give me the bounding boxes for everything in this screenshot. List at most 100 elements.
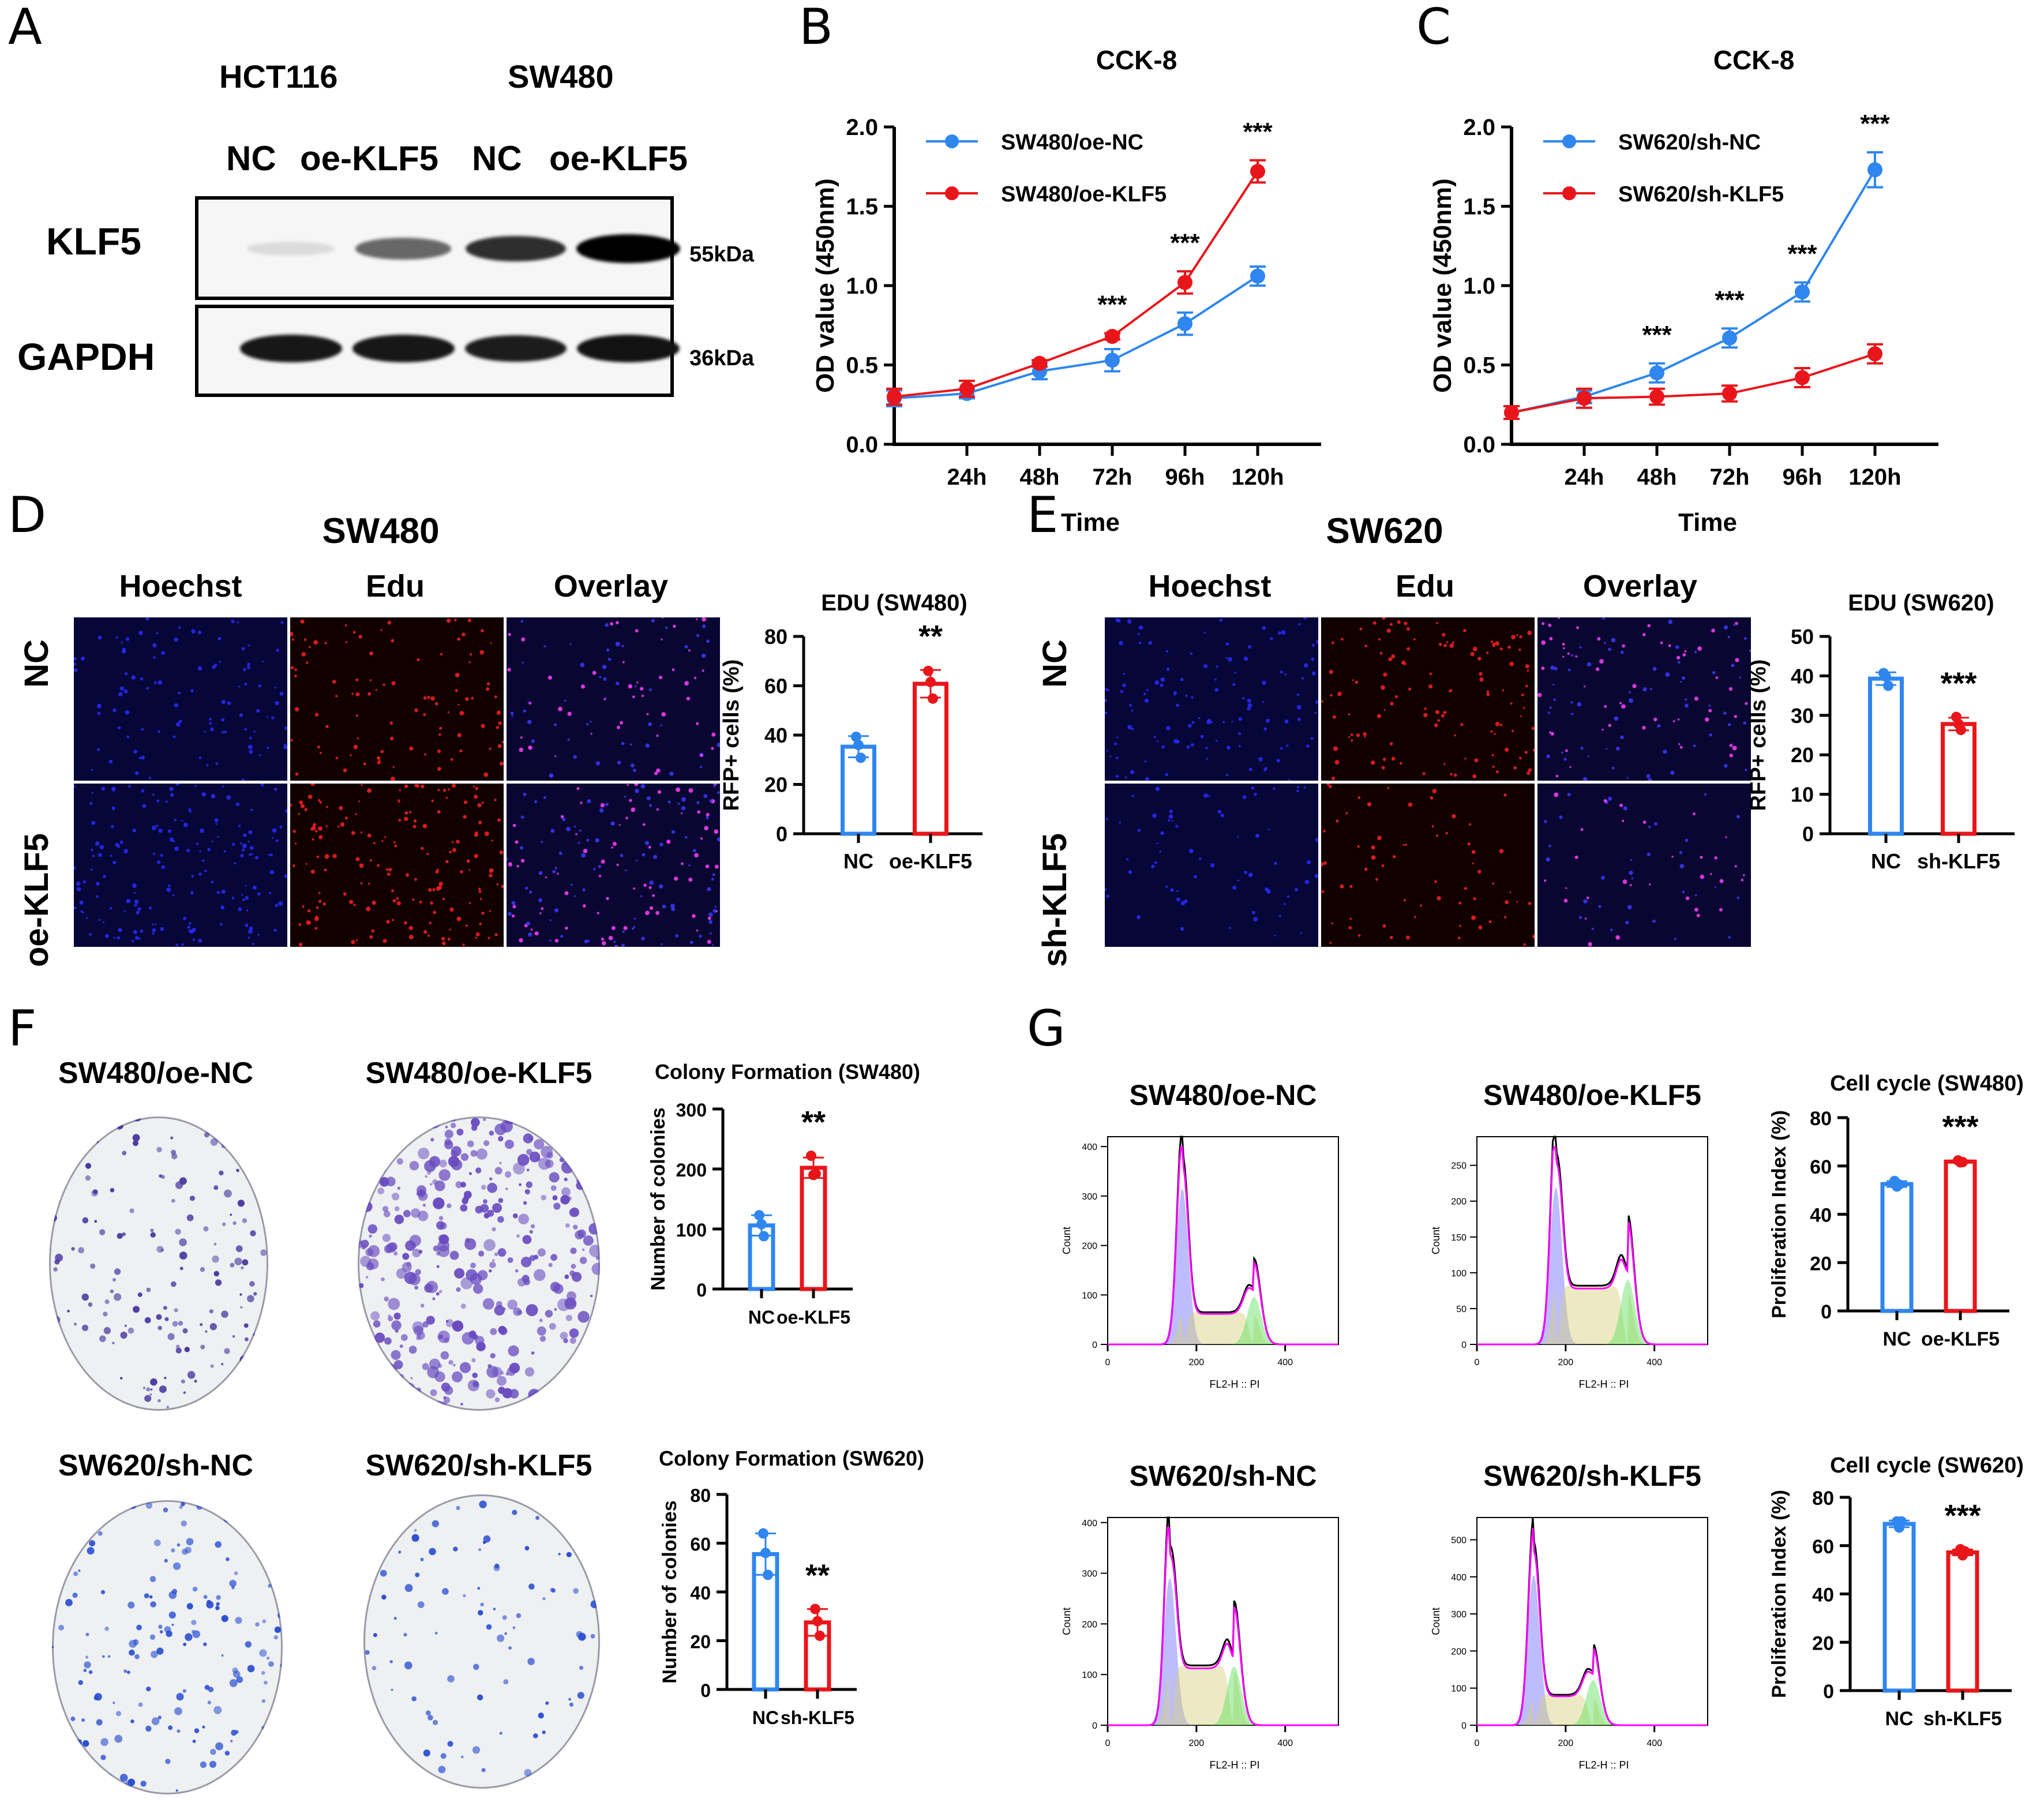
y-axis-label: Proliferation Index (%): [1768, 1490, 1790, 1698]
replicate-point: [928, 693, 938, 704]
y-tick-label: 100: [676, 1220, 707, 1241]
flow-histogram: SW480/oe-KLF5 0 50 100 150 200 250 0 200 400 FL2-H…: [1430, 1079, 1708, 1390]
colony-plate: [358, 1116, 600, 1411]
y-tick-label: 400: [1082, 1519, 1097, 1528]
histogram-title: SW480/oe-KLF5: [1483, 1079, 1701, 1111]
microscopy-image-edu: [1321, 784, 1535, 947]
x-tick-label: 400: [1277, 1358, 1293, 1367]
y-tick-label: 20: [690, 1632, 711, 1653]
y-tick-label: 1.5: [1463, 194, 1495, 220]
microscopy-image-edu: [290, 617, 504, 781]
model-fit-line: [1477, 1146, 1708, 1346]
y-tick-label: 0: [1461, 1721, 1467, 1731]
bar: [1944, 1159, 1977, 1313]
chart-title: CCK-8: [1713, 45, 1795, 75]
cell-nuclei: [290, 619, 504, 781]
microscopy-image-hoechst: [74, 617, 287, 781]
significance-marker: ***: [1097, 291, 1127, 319]
data-point: [1105, 329, 1120, 344]
y-axis-label: Count: [1430, 1227, 1442, 1254]
x-tick-label: 96h: [1165, 464, 1205, 490]
y-tick-label: 60: [690, 1534, 711, 1555]
blot-band: [355, 238, 452, 260]
y-tick-label: 60: [1810, 1156, 1832, 1178]
data-point: [1105, 353, 1120, 368]
column-header: Edu: [1396, 569, 1454, 604]
row-label: oe-KLF5: [18, 833, 55, 967]
x-axis-label: FL2-H :: PI: [1578, 1759, 1629, 1771]
y-tick-label: 10: [1791, 783, 1814, 807]
y-tick-label: 0.5: [1463, 353, 1495, 379]
legend-marker: [1562, 134, 1576, 148]
colonies: [358, 1116, 600, 1411]
column-header: Hoechst: [1148, 569, 1272, 604]
replicate-point: [856, 752, 866, 763]
row-label: NC: [1036, 639, 1074, 688]
x-tick-label: oe-KLF5: [889, 849, 972, 873]
x-tick-label: 400: [1277, 1738, 1293, 1748]
bar: [1941, 722, 1977, 836]
panel-label-a: A: [8, 0, 42, 56]
bar: [1868, 676, 1904, 836]
panel-label-c: C: [1416, 0, 1452, 56]
y-tick-label: 100: [1082, 1670, 1097, 1680]
column-header: Overlay: [1582, 569, 1698, 604]
bar: [1880, 1182, 1914, 1313]
blot-band: [466, 235, 566, 262]
y-tick-label: 2.0: [846, 115, 878, 140]
replicate-point: [925, 677, 936, 688]
chart-title: CCK-8: [1096, 45, 1177, 75]
blot-protein-gapdh: GAPDH: [17, 335, 155, 378]
x-tick-label: 0: [1475, 1358, 1480, 1367]
legend-label: SW620/sh-KLF5: [1618, 182, 1784, 207]
s-phase-area: [1108, 1312, 1338, 1344]
y-tick-label: 500: [1451, 1536, 1467, 1546]
y-tick-label: 100: [1451, 1269, 1467, 1279]
y-tick-label: 20: [1810, 1253, 1832, 1275]
legend-marker: [1562, 186, 1576, 200]
series-line: [1511, 169, 1876, 414]
y-tick-label: 20: [1812, 1632, 1834, 1654]
microscopy-image-hoechst: [1105, 784, 1318, 947]
cell-nuclei: [507, 617, 720, 778]
data-point: [1177, 316, 1192, 331]
data-point: [1250, 268, 1265, 284]
blot-size-klf5: 55kDa: [689, 242, 754, 267]
significance-marker: ***: [1860, 110, 1890, 138]
x-tick-label: oe-KLF5: [1921, 1328, 2000, 1350]
replicate-point: [756, 1219, 767, 1230]
y-tick-label: 150: [1451, 1233, 1467, 1243]
colony-plate: [49, 1116, 268, 1411]
x-tick-label: 48h: [1020, 464, 1060, 490]
replicate-point: [1894, 1179, 1904, 1190]
x-tick-label: 0: [1105, 1738, 1111, 1748]
x-axis-label: Time: [1061, 508, 1120, 537]
flow-histogram: SW620/sh-KLF5 0 100 200 300 400 500 0 200 400 FL2-…: [1430, 1460, 1708, 1771]
data-point: [1867, 162, 1882, 178]
replicate-point: [1957, 1157, 1968, 1168]
cell-nuclei: [1537, 617, 1751, 781]
data-point: [959, 381, 974, 396]
cell-nuclei: [1321, 784, 1535, 946]
x-tick-label: 400: [1647, 1738, 1662, 1748]
significance-marker: ***: [1940, 666, 1977, 701]
y-tick-label: 0: [1092, 1721, 1097, 1731]
plot-frame: [1476, 1517, 1708, 1726]
x-tick-label: 200: [1188, 1358, 1204, 1367]
chart-title: EDU (SW620): [1848, 590, 1994, 616]
colony-plate: [52, 1500, 283, 1794]
chart-title: Cell cycle (SW480): [1830, 1071, 2024, 1096]
microscopy-image-overlay: [1537, 617, 1751, 781]
x-tick-label: 72h: [1093, 464, 1132, 490]
significance-marker: **: [805, 1558, 830, 1593]
x-axis-label: FL2-H :: PI: [1209, 1378, 1259, 1390]
blot-band: [247, 242, 335, 256]
y-tick-label: 0: [776, 822, 787, 846]
replicate-point: [1883, 680, 1893, 691]
y-tick-label: 0: [1092, 1340, 1097, 1350]
data-point: [1177, 275, 1192, 290]
replicate-point: [760, 1548, 771, 1558]
data-point: [1722, 386, 1737, 401]
